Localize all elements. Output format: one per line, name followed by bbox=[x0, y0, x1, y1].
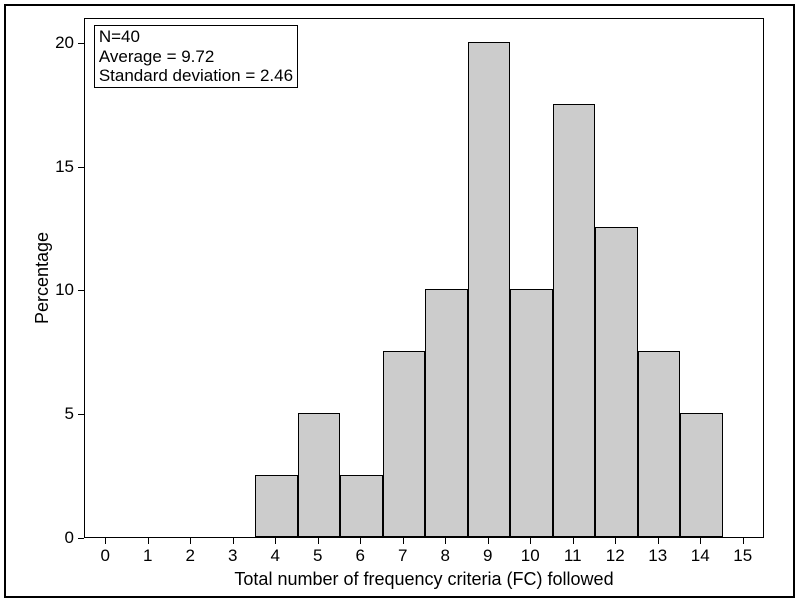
x-tick-label: 4 bbox=[271, 546, 280, 566]
x-axis-label: Total number of frequency criteria (FC) … bbox=[84, 569, 764, 590]
x-tick-label: 11 bbox=[564, 546, 582, 566]
x-tick bbox=[658, 538, 659, 544]
x-tick-label: 5 bbox=[313, 546, 322, 566]
stats-line: N=40 bbox=[99, 27, 293, 47]
y-tick bbox=[78, 43, 84, 44]
y-tick bbox=[78, 538, 84, 539]
y-tick bbox=[78, 290, 84, 291]
y-tick-label: 0 bbox=[48, 528, 74, 548]
y-tick-label: 15 bbox=[48, 157, 74, 177]
histogram-bar bbox=[553, 104, 596, 537]
x-tick-label: 1 bbox=[143, 546, 152, 566]
x-tick-label: 2 bbox=[186, 546, 195, 566]
x-tick bbox=[573, 538, 574, 544]
x-tick-label: 14 bbox=[691, 546, 710, 566]
stats-line: Standard deviation = 2.46 bbox=[99, 66, 293, 86]
x-tick bbox=[190, 538, 191, 544]
y-tick bbox=[78, 414, 84, 415]
histogram-bar bbox=[255, 475, 298, 537]
x-tick-label: 12 bbox=[606, 546, 625, 566]
x-tick bbox=[615, 538, 616, 544]
y-tick bbox=[78, 167, 84, 168]
x-tick bbox=[318, 538, 319, 544]
histogram-bar bbox=[383, 351, 426, 537]
histogram-bar bbox=[298, 413, 341, 537]
x-tick bbox=[275, 538, 276, 544]
histogram-bar bbox=[638, 351, 681, 537]
x-tick bbox=[488, 538, 489, 544]
stats-line: Average = 9.72 bbox=[99, 47, 293, 67]
plot-area: N=40Average = 9.72Standard deviation = 2… bbox=[84, 18, 764, 538]
histogram-bar bbox=[425, 289, 468, 537]
x-tick-label: 0 bbox=[101, 546, 110, 566]
stats-box: N=40Average = 9.72Standard deviation = 2… bbox=[94, 25, 298, 88]
y-tick-label: 5 bbox=[48, 404, 74, 424]
x-tick-label: 8 bbox=[441, 546, 450, 566]
histogram-bar bbox=[680, 413, 723, 537]
x-tick-label: 3 bbox=[228, 546, 237, 566]
x-tick bbox=[445, 538, 446, 544]
x-tick bbox=[743, 538, 744, 544]
x-tick-label: 15 bbox=[733, 546, 752, 566]
x-tick bbox=[105, 538, 106, 544]
y-axis-label: Percentage bbox=[32, 232, 53, 324]
histogram-chart: N=40Average = 9.72Standard deviation = 2… bbox=[0, 0, 799, 602]
histogram-bar bbox=[340, 475, 383, 537]
x-tick-label: 13 bbox=[648, 546, 667, 566]
x-tick-label: 7 bbox=[398, 546, 407, 566]
x-tick-label: 6 bbox=[356, 546, 365, 566]
x-tick bbox=[530, 538, 531, 544]
x-tick-label: 9 bbox=[483, 546, 492, 566]
y-tick-label: 20 bbox=[48, 33, 74, 53]
x-tick bbox=[148, 538, 149, 544]
x-tick bbox=[360, 538, 361, 544]
x-tick bbox=[700, 538, 701, 544]
x-tick-label: 10 bbox=[521, 546, 540, 566]
histogram-bar bbox=[468, 42, 511, 537]
histogram-bar bbox=[595, 227, 638, 537]
histogram-bar bbox=[510, 289, 553, 537]
x-tick bbox=[233, 538, 234, 544]
x-tick bbox=[403, 538, 404, 544]
